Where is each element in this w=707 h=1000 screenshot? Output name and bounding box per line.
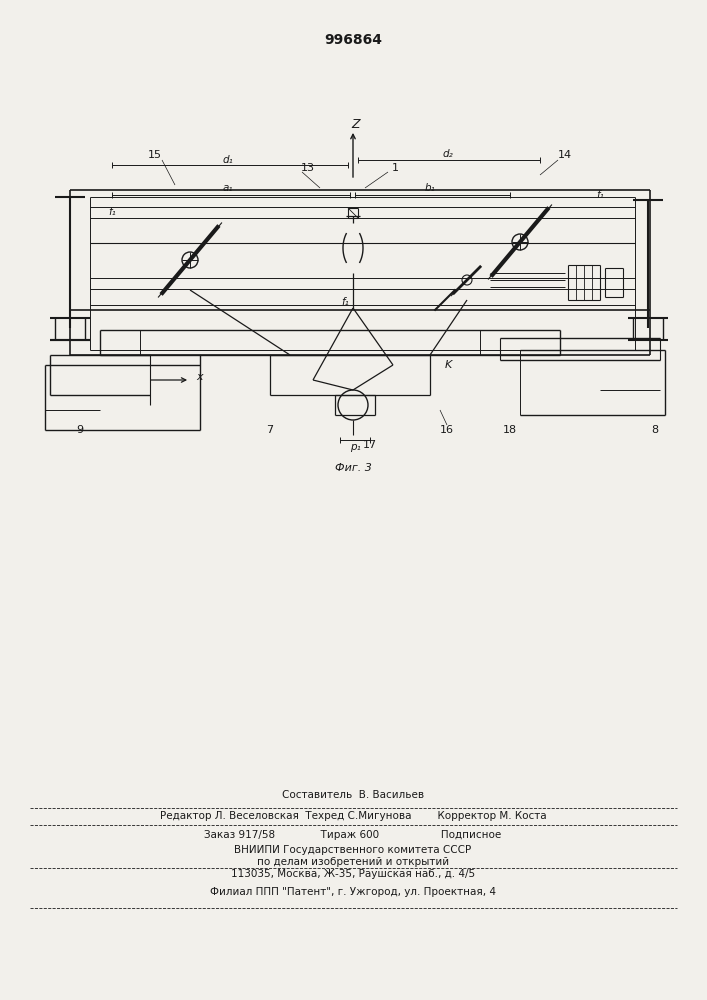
- Text: f₁: f₁: [108, 207, 116, 217]
- Text: 15: 15: [148, 150, 162, 160]
- Text: 113035, Москва, Ж-35, Раушская наб., д. 4/5: 113035, Москва, Ж-35, Раушская наб., д. …: [231, 869, 475, 879]
- Text: x: x: [197, 372, 204, 382]
- Text: 17: 17: [363, 440, 377, 450]
- Text: 7: 7: [267, 425, 274, 435]
- Text: 8: 8: [651, 425, 658, 435]
- Text: Редактор Л. Веселовская  Техред С.Мигунова        Корректор М. Коста: Редактор Л. Веселовская Техред С.Мигунов…: [160, 811, 547, 821]
- Text: f₁: f₁: [596, 190, 604, 200]
- Text: по делам изобретений и открытий: по делам изобретений и открытий: [257, 857, 449, 867]
- Text: p₁: p₁: [350, 442, 361, 452]
- Text: K: K: [445, 360, 452, 370]
- Text: 18: 18: [503, 425, 517, 435]
- Text: ВНИИПИ Государственного комитета СССР: ВНИИПИ Государственного комитета СССР: [235, 845, 472, 855]
- Text: Z: Z: [351, 118, 361, 131]
- Text: a₁: a₁: [223, 183, 233, 193]
- Text: Заказ 917/58              Тираж 600                   Подписное: Заказ 917/58 Тираж 600 Подписное: [204, 830, 502, 840]
- Text: 16: 16: [440, 425, 454, 435]
- Text: 14: 14: [558, 150, 572, 160]
- Text: 13: 13: [301, 163, 315, 173]
- Text: Филиал ППП "Патент", г. Ужгород, ул. Проектная, 4: Филиал ППП "Патент", г. Ужгород, ул. Про…: [210, 887, 496, 897]
- Text: 1: 1: [392, 163, 399, 173]
- Text: d₁: d₁: [223, 155, 233, 165]
- Text: b₁: b₁: [425, 183, 436, 193]
- Text: 996864: 996864: [324, 33, 382, 47]
- Text: Составитель  В. Васильев: Составитель В. Васильев: [282, 790, 424, 800]
- Text: 9: 9: [76, 425, 83, 435]
- Text: d₂: d₂: [443, 149, 453, 159]
- Text: Фиг. 3: Фиг. 3: [334, 463, 371, 473]
- Text: f₁: f₁: [341, 297, 349, 307]
